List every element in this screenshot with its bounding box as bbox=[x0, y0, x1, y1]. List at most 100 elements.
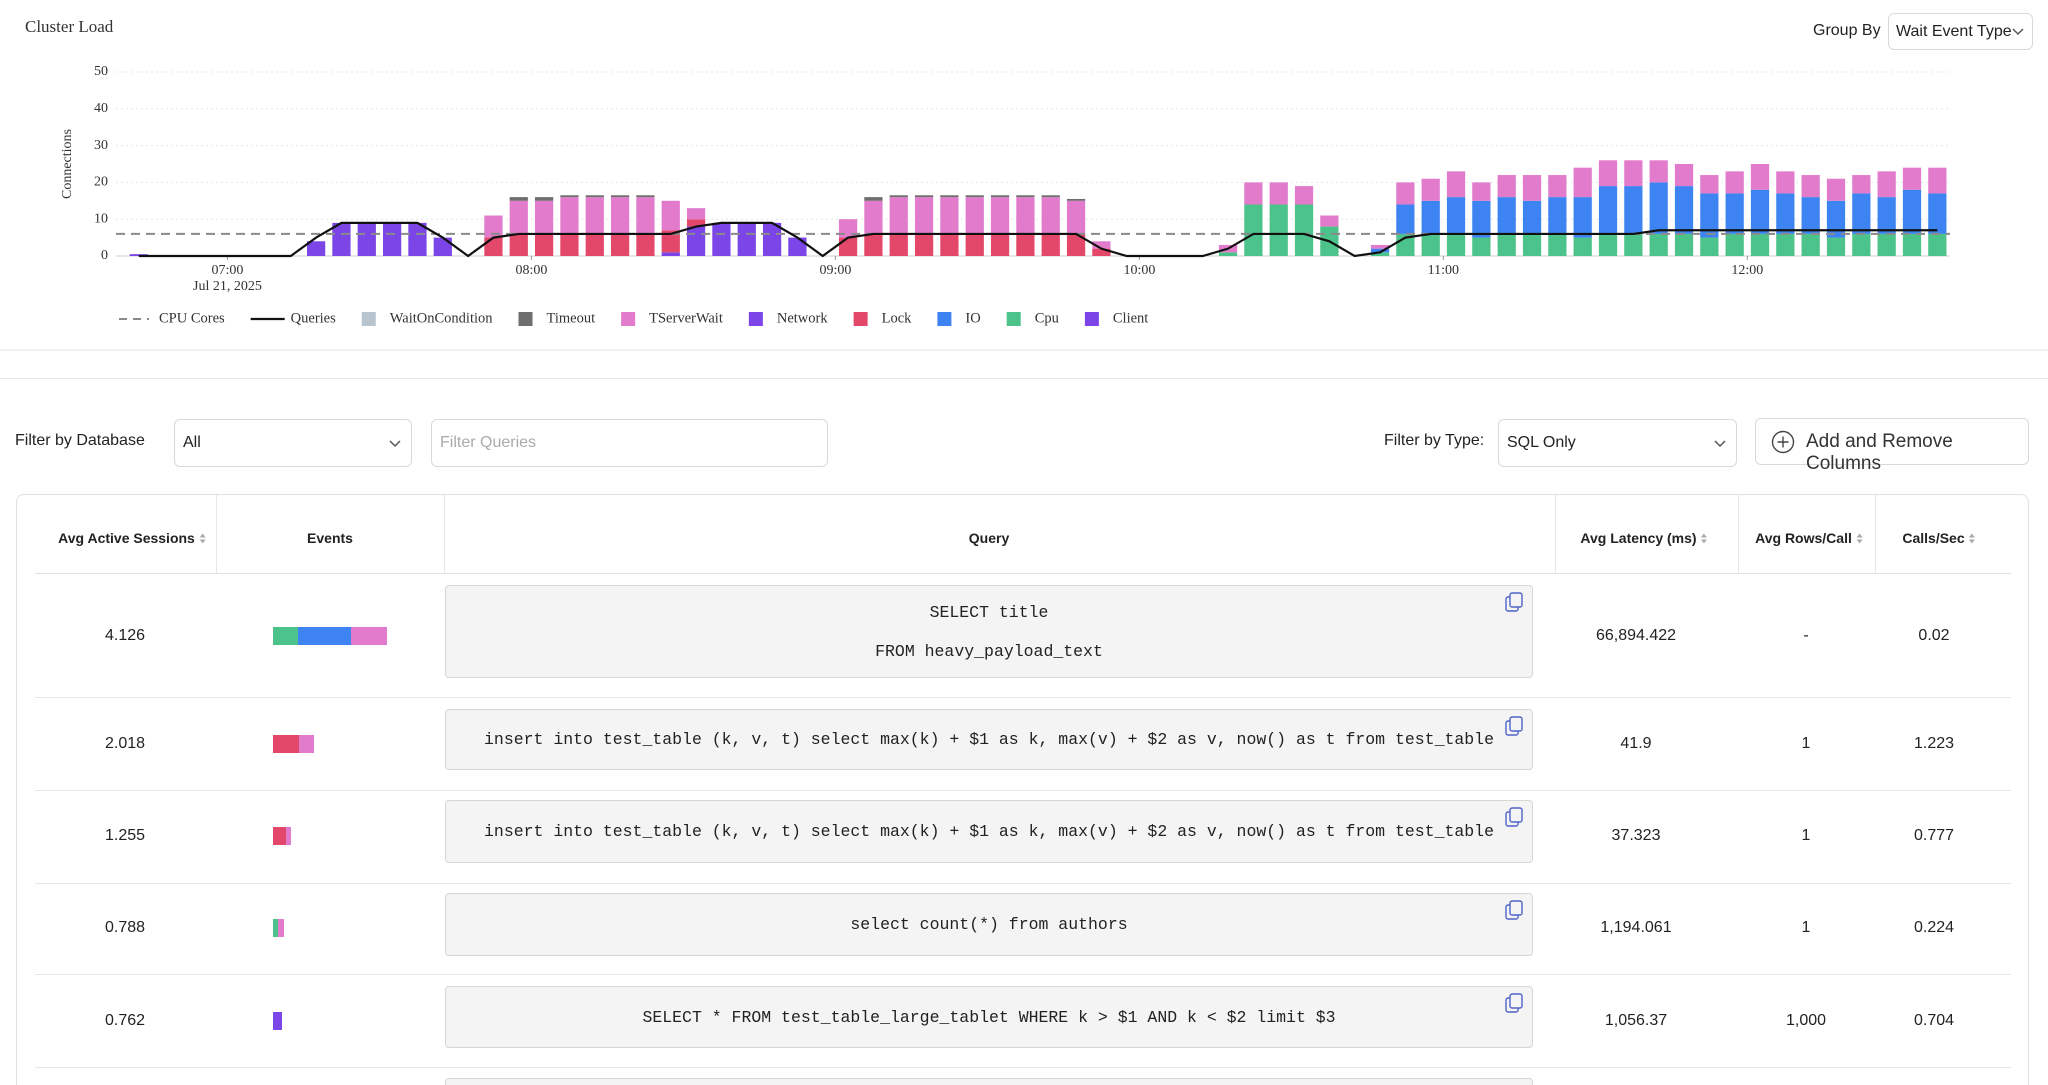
bar-segment bbox=[509, 200, 528, 234]
row-divider bbox=[35, 974, 2011, 975]
cell-avg-rows-per-call: - bbox=[1803, 627, 1809, 644]
cell-avg-active-sessions: 4.126 bbox=[104, 627, 146, 644]
legend-label: Queries bbox=[291, 310, 336, 326]
column-header: Events bbox=[307, 530, 353, 546]
sort-icon bbox=[1701, 533, 1708, 543]
bar-segment bbox=[661, 200, 680, 231]
column-header[interactable]: Calls/Sec bbox=[1902, 530, 1976, 546]
bar-segment bbox=[990, 233, 1010, 256]
bar-segment bbox=[864, 197, 883, 201]
chart-title: Cluster Load bbox=[25, 17, 114, 36]
column-divider bbox=[1875, 495, 1876, 573]
column-header-label: Events bbox=[307, 530, 353, 546]
bar-segment bbox=[1522, 233, 1542, 256]
y-tick-label: 0 bbox=[101, 248, 108, 263]
bar-segment bbox=[1016, 233, 1035, 256]
bar-segment bbox=[306, 241, 326, 256]
bar-segment bbox=[1776, 233, 1795, 256]
bar-segment bbox=[788, 237, 807, 256]
cell-calls-per-sec: 1.223 bbox=[1913, 735, 1955, 752]
bar-segment bbox=[332, 222, 351, 256]
copy-icon[interactable] bbox=[1505, 993, 1523, 1013]
row-divider bbox=[35, 790, 2011, 791]
bar-segment bbox=[534, 200, 554, 234]
column-header[interactable]: Avg Rows/Call bbox=[1755, 530, 1863, 546]
bar-segment bbox=[1421, 233, 1440, 256]
bar-segment bbox=[1928, 167, 1947, 194]
bar-segment bbox=[1497, 197, 1516, 234]
sort-icon bbox=[1969, 533, 1976, 543]
sort-icon bbox=[199, 533, 206, 543]
bar-segment bbox=[1016, 195, 1035, 198]
cell-avg-rows-per-call: 1 bbox=[1801, 827, 1811, 844]
cell-calls-per-sec: 0.224 bbox=[1913, 919, 1955, 936]
legend-icon bbox=[518, 312, 533, 326]
database-dropdown[interactable]: All bbox=[174, 419, 412, 467]
bar-segment bbox=[585, 197, 604, 234]
x-tick-label: 10:00 bbox=[1123, 263, 1155, 278]
y-tick-label: 20 bbox=[94, 175, 108, 190]
bar-segment bbox=[1750, 164, 1770, 190]
type-value: SQL Only bbox=[1507, 434, 1576, 451]
group-by-dropdown[interactable]: Wait Event Type bbox=[1888, 13, 2033, 50]
column-divider bbox=[1555, 495, 1556, 573]
bar-segment bbox=[1370, 248, 1390, 253]
bar-segment bbox=[1092, 248, 1111, 256]
copy-icon[interactable] bbox=[1505, 807, 1523, 827]
column-header: Query bbox=[969, 530, 1009, 546]
bar-segment bbox=[610, 197, 630, 234]
bar-segment bbox=[914, 233, 934, 256]
bar-segment bbox=[1472, 237, 1491, 256]
bar-segment bbox=[1522, 200, 1542, 234]
bar-segment bbox=[1801, 233, 1820, 256]
group-by-value: Wait Event Type bbox=[1896, 23, 2012, 40]
bar-segment bbox=[1041, 195, 1060, 198]
bar-segment bbox=[1294, 186, 1314, 205]
copy-icon[interactable] bbox=[1505, 592, 1523, 612]
query-filter-input[interactable]: Filter Queries bbox=[431, 419, 828, 467]
columns-button[interactable]: Add and Remove Columns bbox=[1755, 418, 2029, 474]
bar-segment bbox=[1066, 233, 1086, 256]
y-tick-label: 40 bbox=[94, 101, 108, 116]
cell-avg-active-sessions: 1.255 bbox=[104, 827, 146, 844]
column-header[interactable]: Avg Active Sessions bbox=[58, 530, 206, 546]
sort-icon bbox=[1856, 533, 1863, 543]
type-filter-label: Filter by Type: bbox=[1384, 432, 1485, 449]
event-segment bbox=[273, 627, 299, 645]
bar-segment bbox=[1396, 204, 1415, 234]
type-dropdown[interactable]: SQL Only bbox=[1498, 419, 1737, 467]
legend-label: IO bbox=[965, 310, 980, 326]
bar-segment bbox=[1750, 189, 1770, 234]
copy-icon[interactable] bbox=[1505, 900, 1523, 920]
bar-segment bbox=[1370, 252, 1390, 256]
bar-segment bbox=[1928, 193, 1947, 234]
column-header[interactable]: Avg Latency (ms) bbox=[1580, 530, 1708, 546]
bar-segment bbox=[1548, 197, 1567, 234]
bar-segment bbox=[509, 233, 528, 256]
y-tick-label: 50 bbox=[94, 64, 108, 79]
query-box: SELECT * FROM test_table_large_tablet WH… bbox=[445, 986, 1533, 1048]
bar-segment bbox=[940, 197, 959, 234]
column-divider bbox=[216, 495, 217, 573]
bar-segment bbox=[1066, 198, 1086, 201]
event-segment bbox=[273, 827, 287, 845]
cell-avg-active-sessions: 0.762 bbox=[104, 1012, 146, 1029]
bar-segment bbox=[1472, 200, 1491, 238]
bar-segment bbox=[1624, 160, 1643, 187]
copy-icon[interactable] bbox=[1505, 716, 1523, 736]
bar-segment bbox=[914, 197, 934, 234]
chevron bbox=[389, 440, 401, 448]
bar-segment bbox=[382, 222, 402, 256]
column-header-label: Query bbox=[968, 530, 1010, 546]
chevron bbox=[1714, 440, 1726, 448]
cell-calls-per-sec: 0.02 bbox=[1918, 627, 1950, 644]
cell-calls-per-sec: 0.704 bbox=[1913, 1012, 1955, 1029]
bar-segment bbox=[864, 200, 883, 234]
query-filter-placeholder: Filter Queries bbox=[440, 434, 537, 451]
bar-segment bbox=[1826, 178, 1846, 201]
bar-segment bbox=[1624, 186, 1643, 234]
event-segment bbox=[299, 735, 314, 753]
bar-segment bbox=[1446, 233, 1466, 256]
bar-segment bbox=[357, 222, 376, 256]
cluster-load-chart: Cluster Load 0 10 20 30 40 50 Connections 07:00… bbox=[0, 17, 2048, 351]
